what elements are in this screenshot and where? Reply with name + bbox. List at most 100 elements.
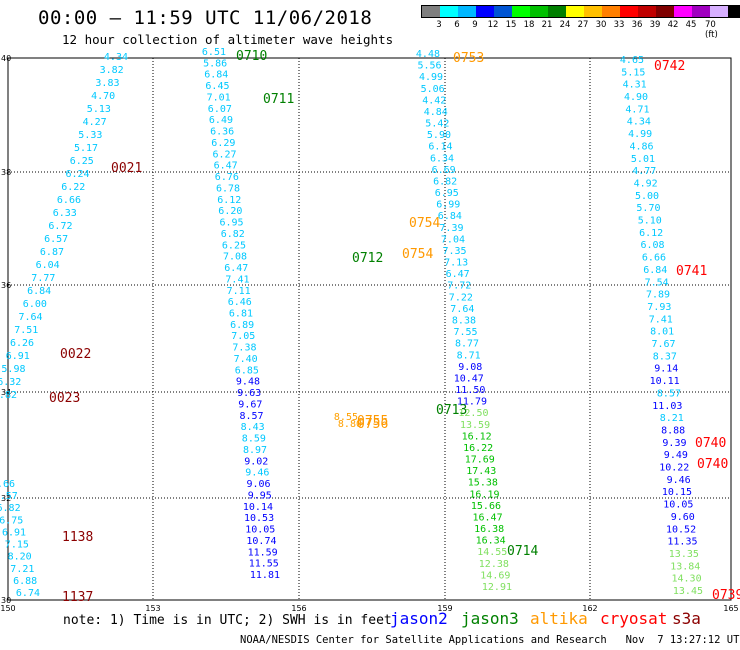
wave-height-value: 16.47 [472, 513, 502, 524]
wave-height-value: 7.89 [646, 290, 670, 301]
legend-label: 15 [505, 20, 517, 30]
wave-height-value: 5.17 [74, 143, 98, 154]
wave-height-value: 5.56 [418, 61, 442, 72]
legend-label: 36 [631, 20, 643, 30]
wave-height-value: 8.55 [334, 412, 358, 423]
y-tick-label: 38 [1, 168, 11, 177]
wave-height-value: 7.67 [652, 339, 676, 350]
x-tick-label: 153 [145, 604, 160, 613]
wave-height-value: 11.59 [248, 547, 278, 558]
wave-height-value: 4.99 [419, 72, 443, 83]
legend-label: 12 [487, 20, 499, 30]
pass-time-label: 0740 [697, 457, 728, 472]
wave-height-value: 6.33 [53, 208, 77, 219]
wave-height-value: 6.72 [48, 221, 72, 232]
wave-height-value: 5.90 [427, 130, 451, 141]
wave-height-value: 9.08 [458, 362, 482, 373]
wave-height-value: 9.39 [662, 438, 686, 449]
wave-height-value: 7.41 [225, 274, 249, 285]
legend-label: 6 [454, 20, 460, 30]
legend-swatch [422, 6, 440, 17]
wave-height-value: 6.47 [224, 263, 248, 274]
wave-height-value: 8.20 [8, 552, 32, 563]
wave-height-value: 6.91 [6, 351, 30, 362]
legend-swatch [494, 6, 512, 17]
legend-label: 18 [523, 20, 535, 30]
wave-height-value: 5.01 [631, 154, 655, 165]
satellite-cryosat: cryosat [600, 609, 668, 628]
wave-height-value: 12.38 [479, 559, 509, 570]
wave-height-value: 13.35 [669, 549, 699, 560]
wave-height-value: 12.50 [458, 408, 488, 419]
wave-height-value: 5.13 [87, 104, 111, 115]
chart-title: 00:00 – 11:59 UTC 11/06/2018 [38, 7, 373, 29]
wave-height-value: 6.66 [57, 195, 81, 206]
wave-height-value: 8.77 [455, 339, 479, 350]
wave-height-value: 10.47 [454, 373, 484, 384]
legend-label: 33 [613, 20, 625, 30]
wave-height-value: 6.00 [23, 299, 47, 310]
wave-height-value: 4.31 [623, 80, 647, 91]
legend-swatch [692, 6, 710, 17]
wave-height-value: 15.38 [468, 478, 498, 489]
wave-height-value: 6.74 [16, 588, 40, 599]
wave-height-value: 8.59 [242, 434, 266, 445]
wave-height-value: 11.03 [652, 401, 682, 412]
wave-height-value: 7.08 [223, 252, 247, 263]
x-axis-ticks: 150 153 156 159 162 165 [0, 604, 738, 613]
legend-label: 70 (ft) [705, 20, 718, 40]
wave-height-value: 7.01 [207, 93, 231, 104]
credit-line: NOAA/NESDIS Center for Satellite Applica… [240, 634, 740, 646]
legend-swatch [566, 6, 584, 17]
wave-height-value: 9.63 [237, 388, 261, 399]
wave-height-value: 6.88 [13, 576, 37, 587]
wave-height-value: 6.84 [643, 265, 667, 276]
wave-height-value: 7.51 [14, 325, 38, 336]
wave-height-value: 6.07 [208, 104, 232, 115]
wave-height-value: 6.69 [432, 165, 456, 176]
pass-time-label: 1137 [62, 590, 93, 605]
wave-height-value: 6.47 [214, 161, 238, 172]
altimeter-track: 8.558.80 [334, 412, 362, 430]
grid-lines [8, 58, 731, 600]
wave-height-value: 7.22 [449, 292, 473, 303]
wave-height-value: 6.14 [428, 142, 452, 153]
x-tick-label: 165 [723, 604, 738, 613]
wave-height-value: 9.67 [238, 400, 262, 411]
wave-height-value: 13.84 [670, 561, 700, 572]
wave-height-value: 5.42 [425, 119, 449, 130]
wave-height-value: 6.84 [27, 286, 51, 297]
wave-height-value: 10.14 [243, 502, 273, 513]
pass-time-label: 0714 [507, 544, 538, 559]
wave-height-value: 6.49 [209, 115, 233, 126]
satellite-tracks: 4.34 3.82 3.83 4.70 5.13 4.27 5.33 5.17 6.25 6.24… [0, 47, 703, 599]
wave-height-value: 5.06 [421, 84, 445, 95]
wave-height-value: 6.81 [229, 309, 253, 320]
satellite-altika: altika [530, 609, 588, 628]
wave-height-value: 14.69 [480, 570, 510, 581]
legend-swatch [584, 6, 602, 17]
wave-height-value: 5.15 [621, 67, 645, 78]
legend-label: 3 [436, 20, 442, 30]
pass-time-label: 1138 [62, 530, 93, 545]
wave-height-value: 7.40 [234, 354, 258, 365]
wave-height-value: 8.88 [661, 426, 685, 437]
wave-height-value: 10.53 [244, 513, 274, 524]
wave-height-value: 11.50 [455, 385, 485, 396]
wave-height-value: 16.12 [462, 431, 492, 442]
legend-swatch [512, 6, 530, 17]
pass-time-label: 0022 [60, 347, 91, 362]
legend-swatch [458, 6, 476, 17]
wave-height-value: 4.71 [625, 104, 649, 115]
wave-height-value: 10.52 [666, 524, 696, 535]
wave-height-value: 10.74 [246, 536, 276, 547]
legend-label: 21 [541, 20, 553, 30]
wave-height-value: 9.48 [236, 377, 260, 388]
legend-swatch [620, 6, 638, 17]
wave-height-value: 4.27 [83, 117, 107, 128]
wave-height-value: 6.46 [228, 297, 252, 308]
legend-label: 30 [595, 20, 607, 30]
wave-height-value: 5.98 [1, 364, 25, 375]
pass-time-label: 0023 [49, 391, 80, 406]
